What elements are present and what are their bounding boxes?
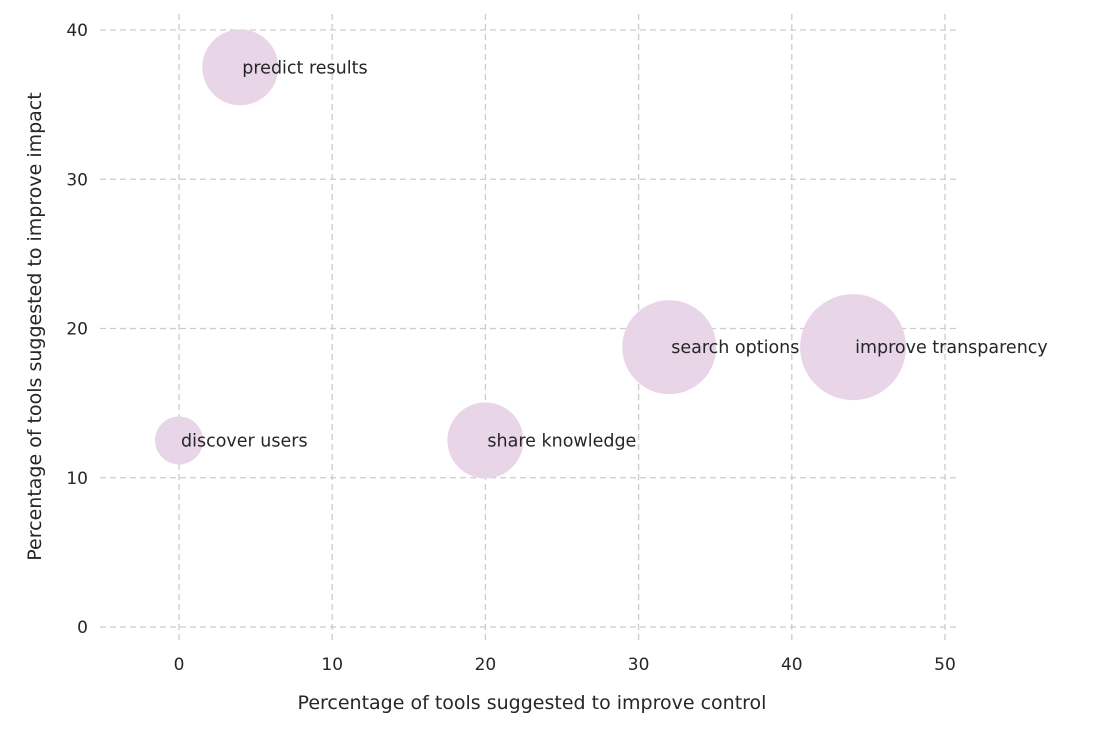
bubble-label: predict results	[242, 58, 367, 78]
x-axis-title: Percentage of tools suggested to improve…	[298, 692, 767, 714]
x-tick-label: 0	[174, 655, 185, 675]
x-tick-label: 30	[628, 655, 650, 675]
bubble-point	[447, 402, 524, 479]
tick-labels: 0 10 20 30 40 50 0 10 20 30 40	[66, 21, 955, 675]
bubble-point	[622, 300, 717, 395]
x-tick-label: 40	[781, 655, 803, 675]
bubbles	[155, 29, 907, 479]
bubble-label: share knowledge	[487, 431, 636, 451]
y-tick-label: 40	[66, 21, 88, 41]
x-tick-label: 50	[934, 655, 956, 675]
x-tick-label: 20	[475, 655, 497, 675]
bubble-label: discover users	[181, 431, 308, 451]
bubble-label: search options	[671, 338, 799, 358]
y-tick-label: 20	[66, 320, 88, 340]
bubble-labels: predict results discover users share knowl…	[181, 58, 1048, 451]
bubble-label: improve transparency	[855, 338, 1048, 358]
y-tick-label: 10	[66, 469, 88, 489]
y-tick-label: 30	[66, 170, 88, 190]
bubble-point	[155, 416, 203, 465]
x-tick-label: 10	[321, 655, 343, 675]
bubble-point	[800, 294, 907, 401]
y-axis-title: Percentage of tools suggested to improve…	[24, 92, 46, 560]
bubble-point	[202, 29, 279, 106]
y-tick-label: 0	[77, 618, 88, 638]
